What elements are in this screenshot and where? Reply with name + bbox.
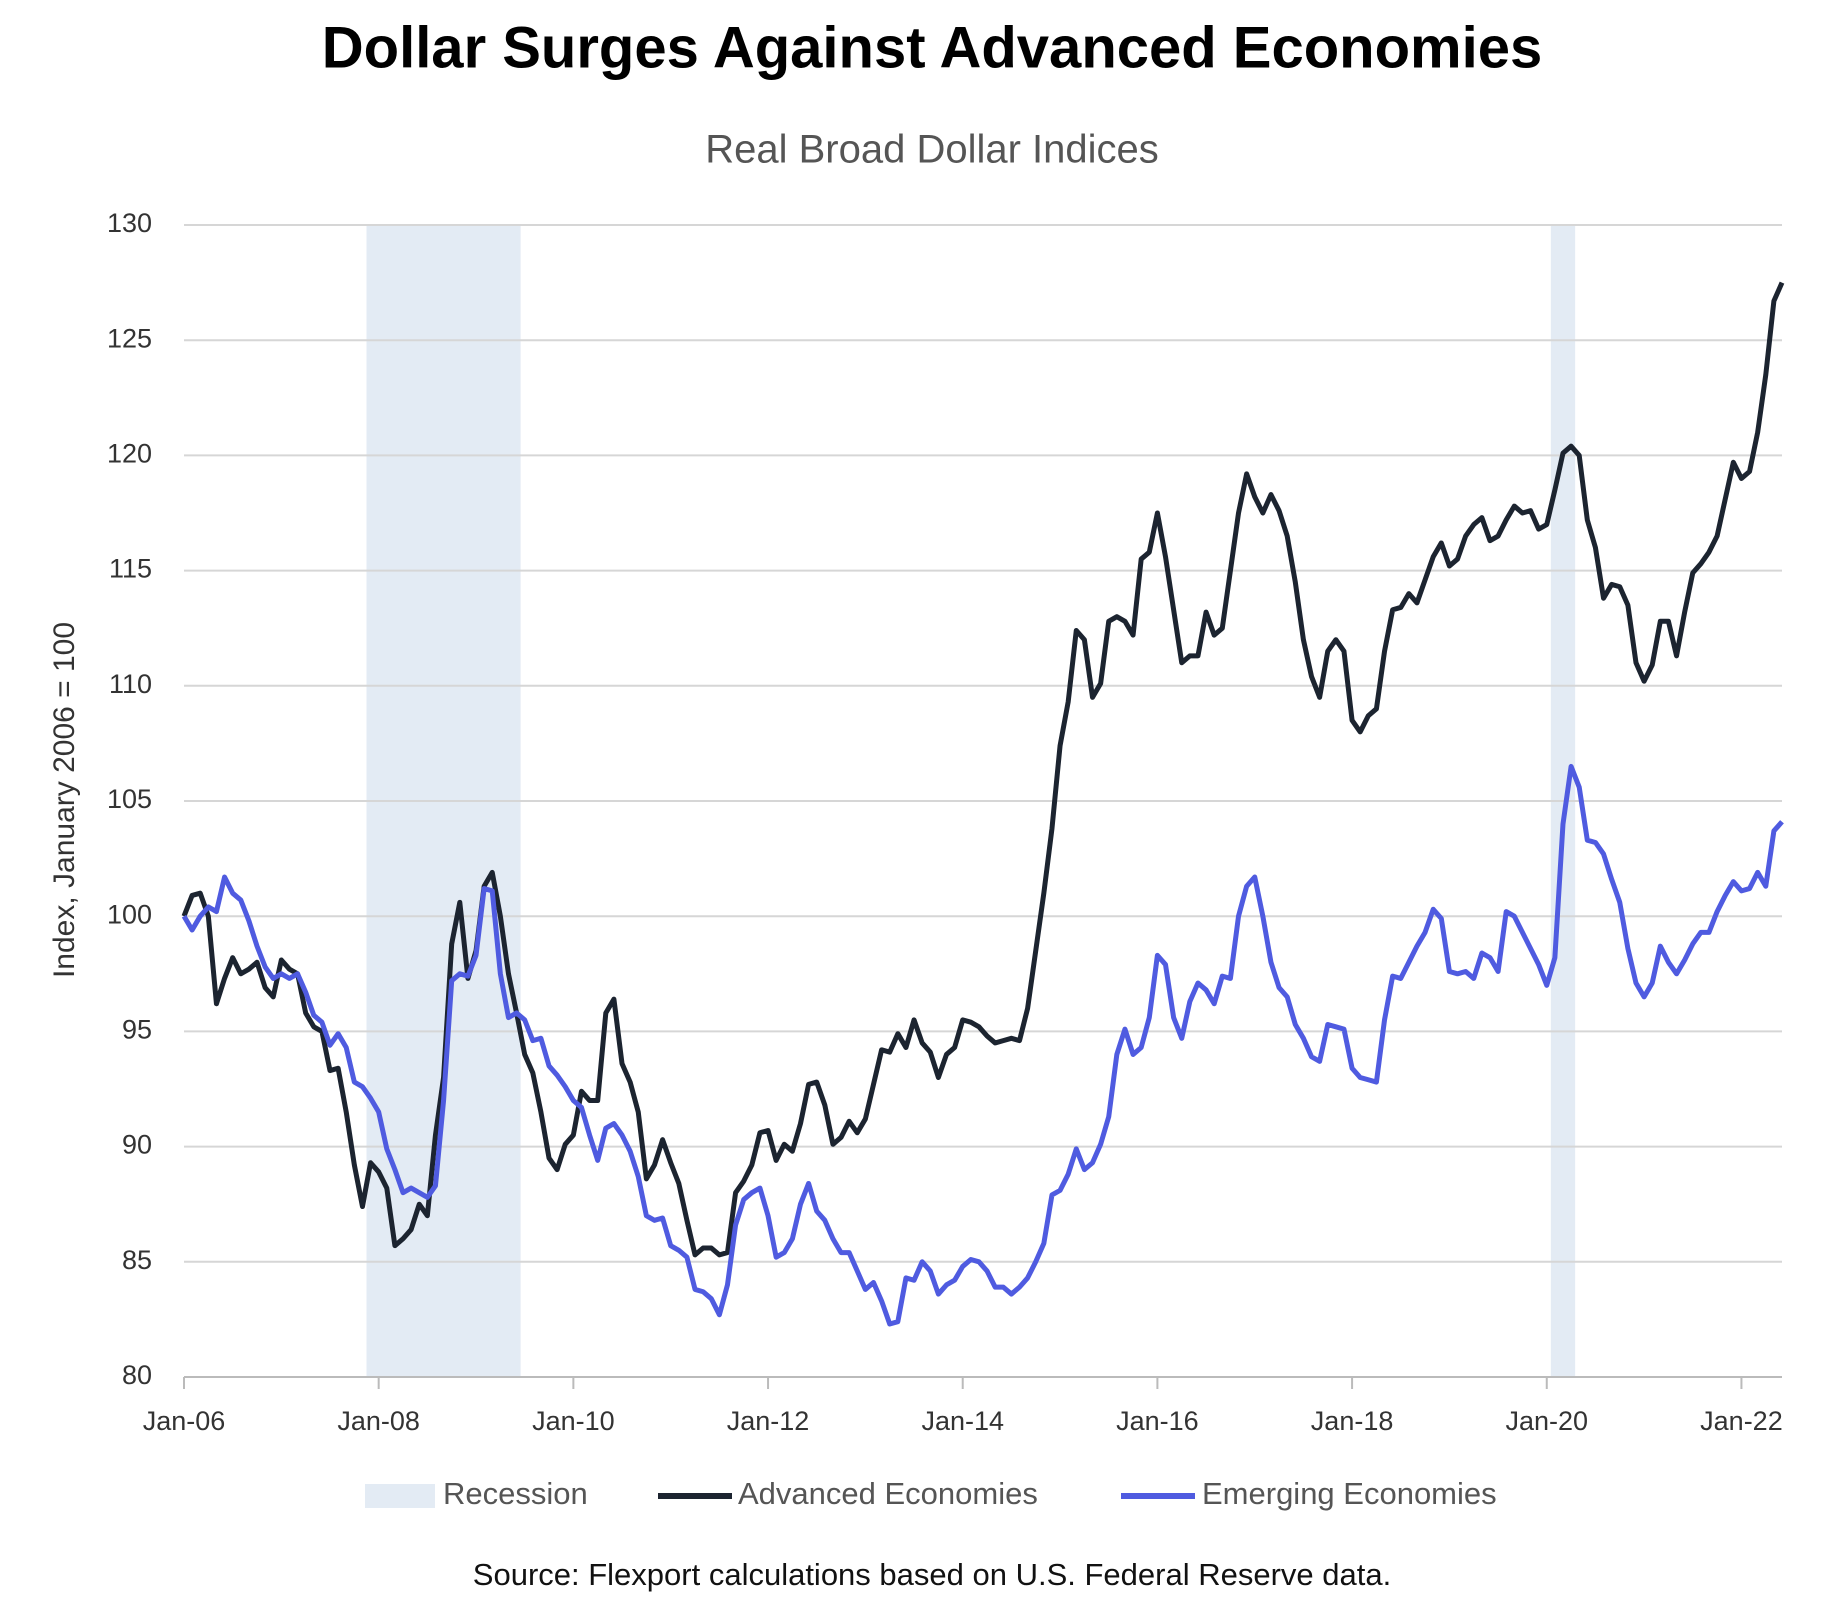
x-tick-label: Jan-22 (1700, 1406, 1783, 1436)
x-tick-label: Jan-14 (921, 1406, 1004, 1436)
y-tick-label: 90 (122, 1130, 152, 1160)
chart-title: Dollar Surges Against Advanced Economies (322, 15, 1542, 80)
y-tick-label: 80 (122, 1360, 152, 1390)
legend-label: Advanced Economies (738, 1476, 1038, 1511)
y-axis-title: Index, January 2006 = 100 (48, 622, 81, 978)
y-tick-label: 95 (122, 1015, 152, 1045)
series-line (181, 281, 1785, 1258)
legend-swatch (365, 1484, 435, 1508)
y-tick-label: 125 (107, 323, 152, 353)
y-tick-label: 120 (107, 439, 152, 469)
source-note: Source: Flexport calculations based on U… (473, 1557, 1391, 1592)
x-tick-label: Jan-18 (1311, 1406, 1394, 1436)
x-tick-label: Jan-10 (532, 1406, 615, 1436)
y-tick-label: 85 (122, 1245, 152, 1275)
x-tick-label: Jan-20 (1505, 1406, 1588, 1436)
chart-subtitle: Real Broad Dollar Indices (705, 128, 1159, 172)
x-tick-label: Jan-16 (1116, 1406, 1199, 1436)
y-tick-label: 105 (107, 784, 152, 814)
legend-label: Recession (443, 1476, 588, 1511)
series-line (181, 763, 1784, 1327)
x-tick-label: Jan-08 (337, 1406, 420, 1436)
y-tick-label: 115 (109, 554, 152, 584)
x-tick-label: Jan-12 (727, 1406, 810, 1436)
y-tick-label: 100 (107, 899, 152, 929)
y-tick-label: 110 (109, 669, 152, 699)
x-tick-label: Jan-06 (143, 1406, 226, 1436)
y-tick-label: 130 (107, 208, 152, 238)
legend-label: Emerging Economies (1202, 1476, 1497, 1511)
